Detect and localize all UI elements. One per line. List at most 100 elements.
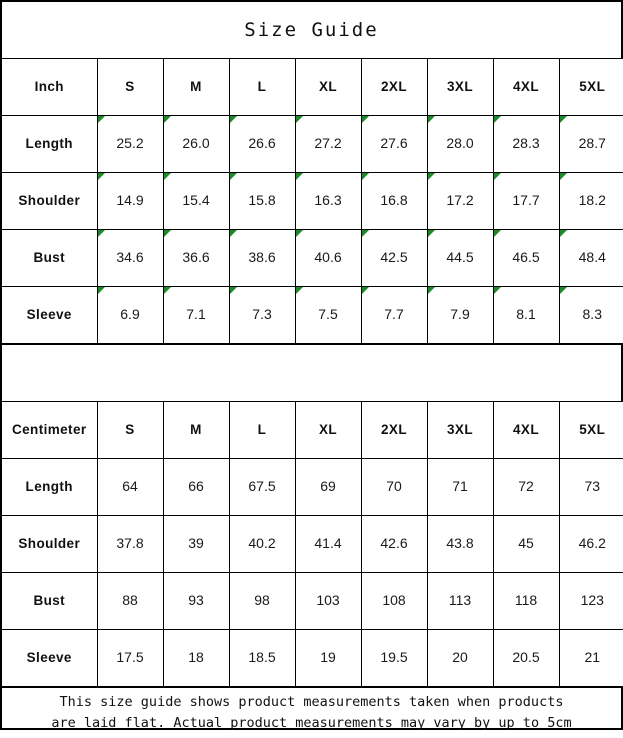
table-row: Sleeve 6.9 7.1 7.3 7.5 7.7 7.9 8.1 8.3 xyxy=(2,286,623,344)
measurement-cell: 37.8 xyxy=(96,515,164,573)
measurement-cell: 7.7 xyxy=(360,286,428,344)
column-header-2xl: 2XL xyxy=(360,402,428,459)
measurement-cell: 38.6 xyxy=(228,229,296,287)
measurement-cell: 25.2 xyxy=(96,115,164,173)
table-row: Shoulder 37.8 39 40.2 41.4 42.6 43.8 45 … xyxy=(2,515,623,573)
measurement-cell: 18.5 xyxy=(228,629,296,687)
measurement-cell: 73 xyxy=(558,458,623,516)
measurement-cell: 28.7 xyxy=(558,115,623,173)
measurement-cell: 8.1 xyxy=(492,286,560,344)
row-label-sleeve: Sleeve xyxy=(2,286,98,344)
measurement-cell: 27.2 xyxy=(294,115,362,173)
table-header-row: Centimeter S M L XL 2XL 3XL 4XL 5XL xyxy=(2,402,623,459)
measurement-cell: 40.6 xyxy=(294,229,362,287)
measurement-cell: 7.9 xyxy=(426,286,494,344)
measurement-cell: 19 xyxy=(294,629,362,687)
measurement-cell: 17.5 xyxy=(96,629,164,687)
measurement-cell: 19.5 xyxy=(360,629,428,687)
measurement-cell: 26.0 xyxy=(162,115,230,173)
measurement-cell: 98 xyxy=(228,572,296,630)
measurement-cell: 20.5 xyxy=(492,629,560,687)
measurement-cell: 6.9 xyxy=(96,286,164,344)
measurement-cell: 21 xyxy=(558,629,623,687)
column-header-s: S xyxy=(96,402,164,459)
measurement-cell: 17.7 xyxy=(492,172,560,230)
measurement-cell: 7.1 xyxy=(162,286,230,344)
measurement-cell: 28.3 xyxy=(492,115,560,173)
row-label-bust: Bust xyxy=(2,572,98,630)
measurement-cell: 123 xyxy=(558,572,623,630)
measurement-cell: 45 xyxy=(492,515,560,573)
measurement-cell: 72 xyxy=(492,458,560,516)
measurement-cell: 71 xyxy=(426,458,494,516)
table-row: Length 25.2 26.0 26.6 27.2 27.6 28.0 28.… xyxy=(2,115,623,173)
column-header-xl: XL xyxy=(294,59,362,116)
measurement-cell: 34.6 xyxy=(96,229,164,287)
measurement-cell: 43.8 xyxy=(426,515,494,573)
measurement-cell: 27.6 xyxy=(360,115,428,173)
title-row: Size Guide xyxy=(2,2,621,59)
measurement-cell: 93 xyxy=(162,572,230,630)
row-label-bust: Bust xyxy=(2,229,98,287)
column-header-m: M xyxy=(162,402,230,459)
column-header-xl: XL xyxy=(294,402,362,459)
column-header-3xl: 3XL xyxy=(426,59,494,116)
measurement-cell: 70 xyxy=(360,458,428,516)
measurement-cell: 7.5 xyxy=(294,286,362,344)
measurement-cell: 46.2 xyxy=(558,515,623,573)
table-row: Sleeve 17.5 18 18.5 19 19.5 20 20.5 21 xyxy=(2,629,623,687)
row-label-length: Length xyxy=(2,115,98,173)
measurement-cell: 39 xyxy=(162,515,230,573)
centimeter-unit-header: Centimeter xyxy=(2,402,98,459)
measurement-cell: 7.3 xyxy=(228,286,296,344)
measurement-cell: 103 xyxy=(294,572,362,630)
disclaimer-line-1: This size guide shows product measuremen… xyxy=(59,694,564,710)
measurement-cell: 18 xyxy=(162,629,230,687)
inch-unit-header: Inch xyxy=(2,59,98,116)
row-label-shoulder: Shoulder xyxy=(2,515,98,573)
measurement-cell: 42.5 xyxy=(360,229,428,287)
column-header-3xl: 3XL xyxy=(426,402,494,459)
measurement-cell: 46.5 xyxy=(492,229,560,287)
row-label-sleeve: Sleeve xyxy=(2,629,98,687)
measurement-cell: 16.3 xyxy=(294,172,362,230)
measurement-cell: 16.8 xyxy=(360,172,428,230)
measurement-cell: 40.2 xyxy=(228,515,296,573)
measurement-cell: 66 xyxy=(162,458,230,516)
measurement-cell: 113 xyxy=(426,572,494,630)
measurement-cell: 14.9 xyxy=(96,172,164,230)
column-header-5xl: 5XL xyxy=(558,59,623,116)
table-separator-row xyxy=(2,344,621,402)
measurement-cell: 108 xyxy=(360,572,428,630)
table-row: Bust 88 93 98 103 108 113 118 123 xyxy=(2,572,623,630)
measurement-cell: 118 xyxy=(492,572,560,630)
measurement-cell: 17.2 xyxy=(426,172,494,230)
measurement-cell: 28.0 xyxy=(426,115,494,173)
measurement-cell: 15.4 xyxy=(162,172,230,230)
page-title: Size Guide xyxy=(244,19,379,41)
inch-table-body: Length 25.2 26.0 26.6 27.2 27.6 28.0 28.… xyxy=(2,115,623,344)
row-label-length: Length xyxy=(2,458,98,516)
centimeter-table-body: Length 64 66 67.5 69 70 71 72 73 Shoulde… xyxy=(2,458,623,687)
measurement-cell: 15.8 xyxy=(228,172,296,230)
measurement-cell: 67.5 xyxy=(228,458,296,516)
measurement-cell: 42.6 xyxy=(360,515,428,573)
table-row: Shoulder 14.9 15.4 15.8 16.3 16.8 17.2 1… xyxy=(2,172,623,230)
measurement-cell: 69 xyxy=(294,458,362,516)
measurement-cell: 41.4 xyxy=(294,515,362,573)
measurement-cell: 48.4 xyxy=(558,229,623,287)
centimeter-size-table: Centimeter S M L XL 2XL 3XL 4XL 5XL Leng… xyxy=(2,402,623,687)
inch-size-table: Inch S M L XL 2XL 3XL 4XL 5XL Length 25.… xyxy=(2,59,623,344)
inch-table-header: Inch S M L XL 2XL 3XL 4XL 5XL xyxy=(2,59,623,116)
column-header-m: M xyxy=(162,59,230,116)
measurement-cell: 20 xyxy=(426,629,494,687)
measurement-cell: 88 xyxy=(96,572,164,630)
disclaimer-line-2: are laid flat. Actual product measuremen… xyxy=(51,714,572,731)
disclaimer-note: This size guide shows product measuremen… xyxy=(2,687,621,738)
table-row: Bust 34.6 36.6 38.6 40.6 42.5 44.5 46.5 … xyxy=(2,229,623,287)
centimeter-table-header: Centimeter S M L XL 2XL 3XL 4XL 5XL xyxy=(2,402,623,459)
column-header-s: S xyxy=(96,59,164,116)
column-header-5xl: 5XL xyxy=(558,402,623,459)
column-header-2xl: 2XL xyxy=(360,59,428,116)
